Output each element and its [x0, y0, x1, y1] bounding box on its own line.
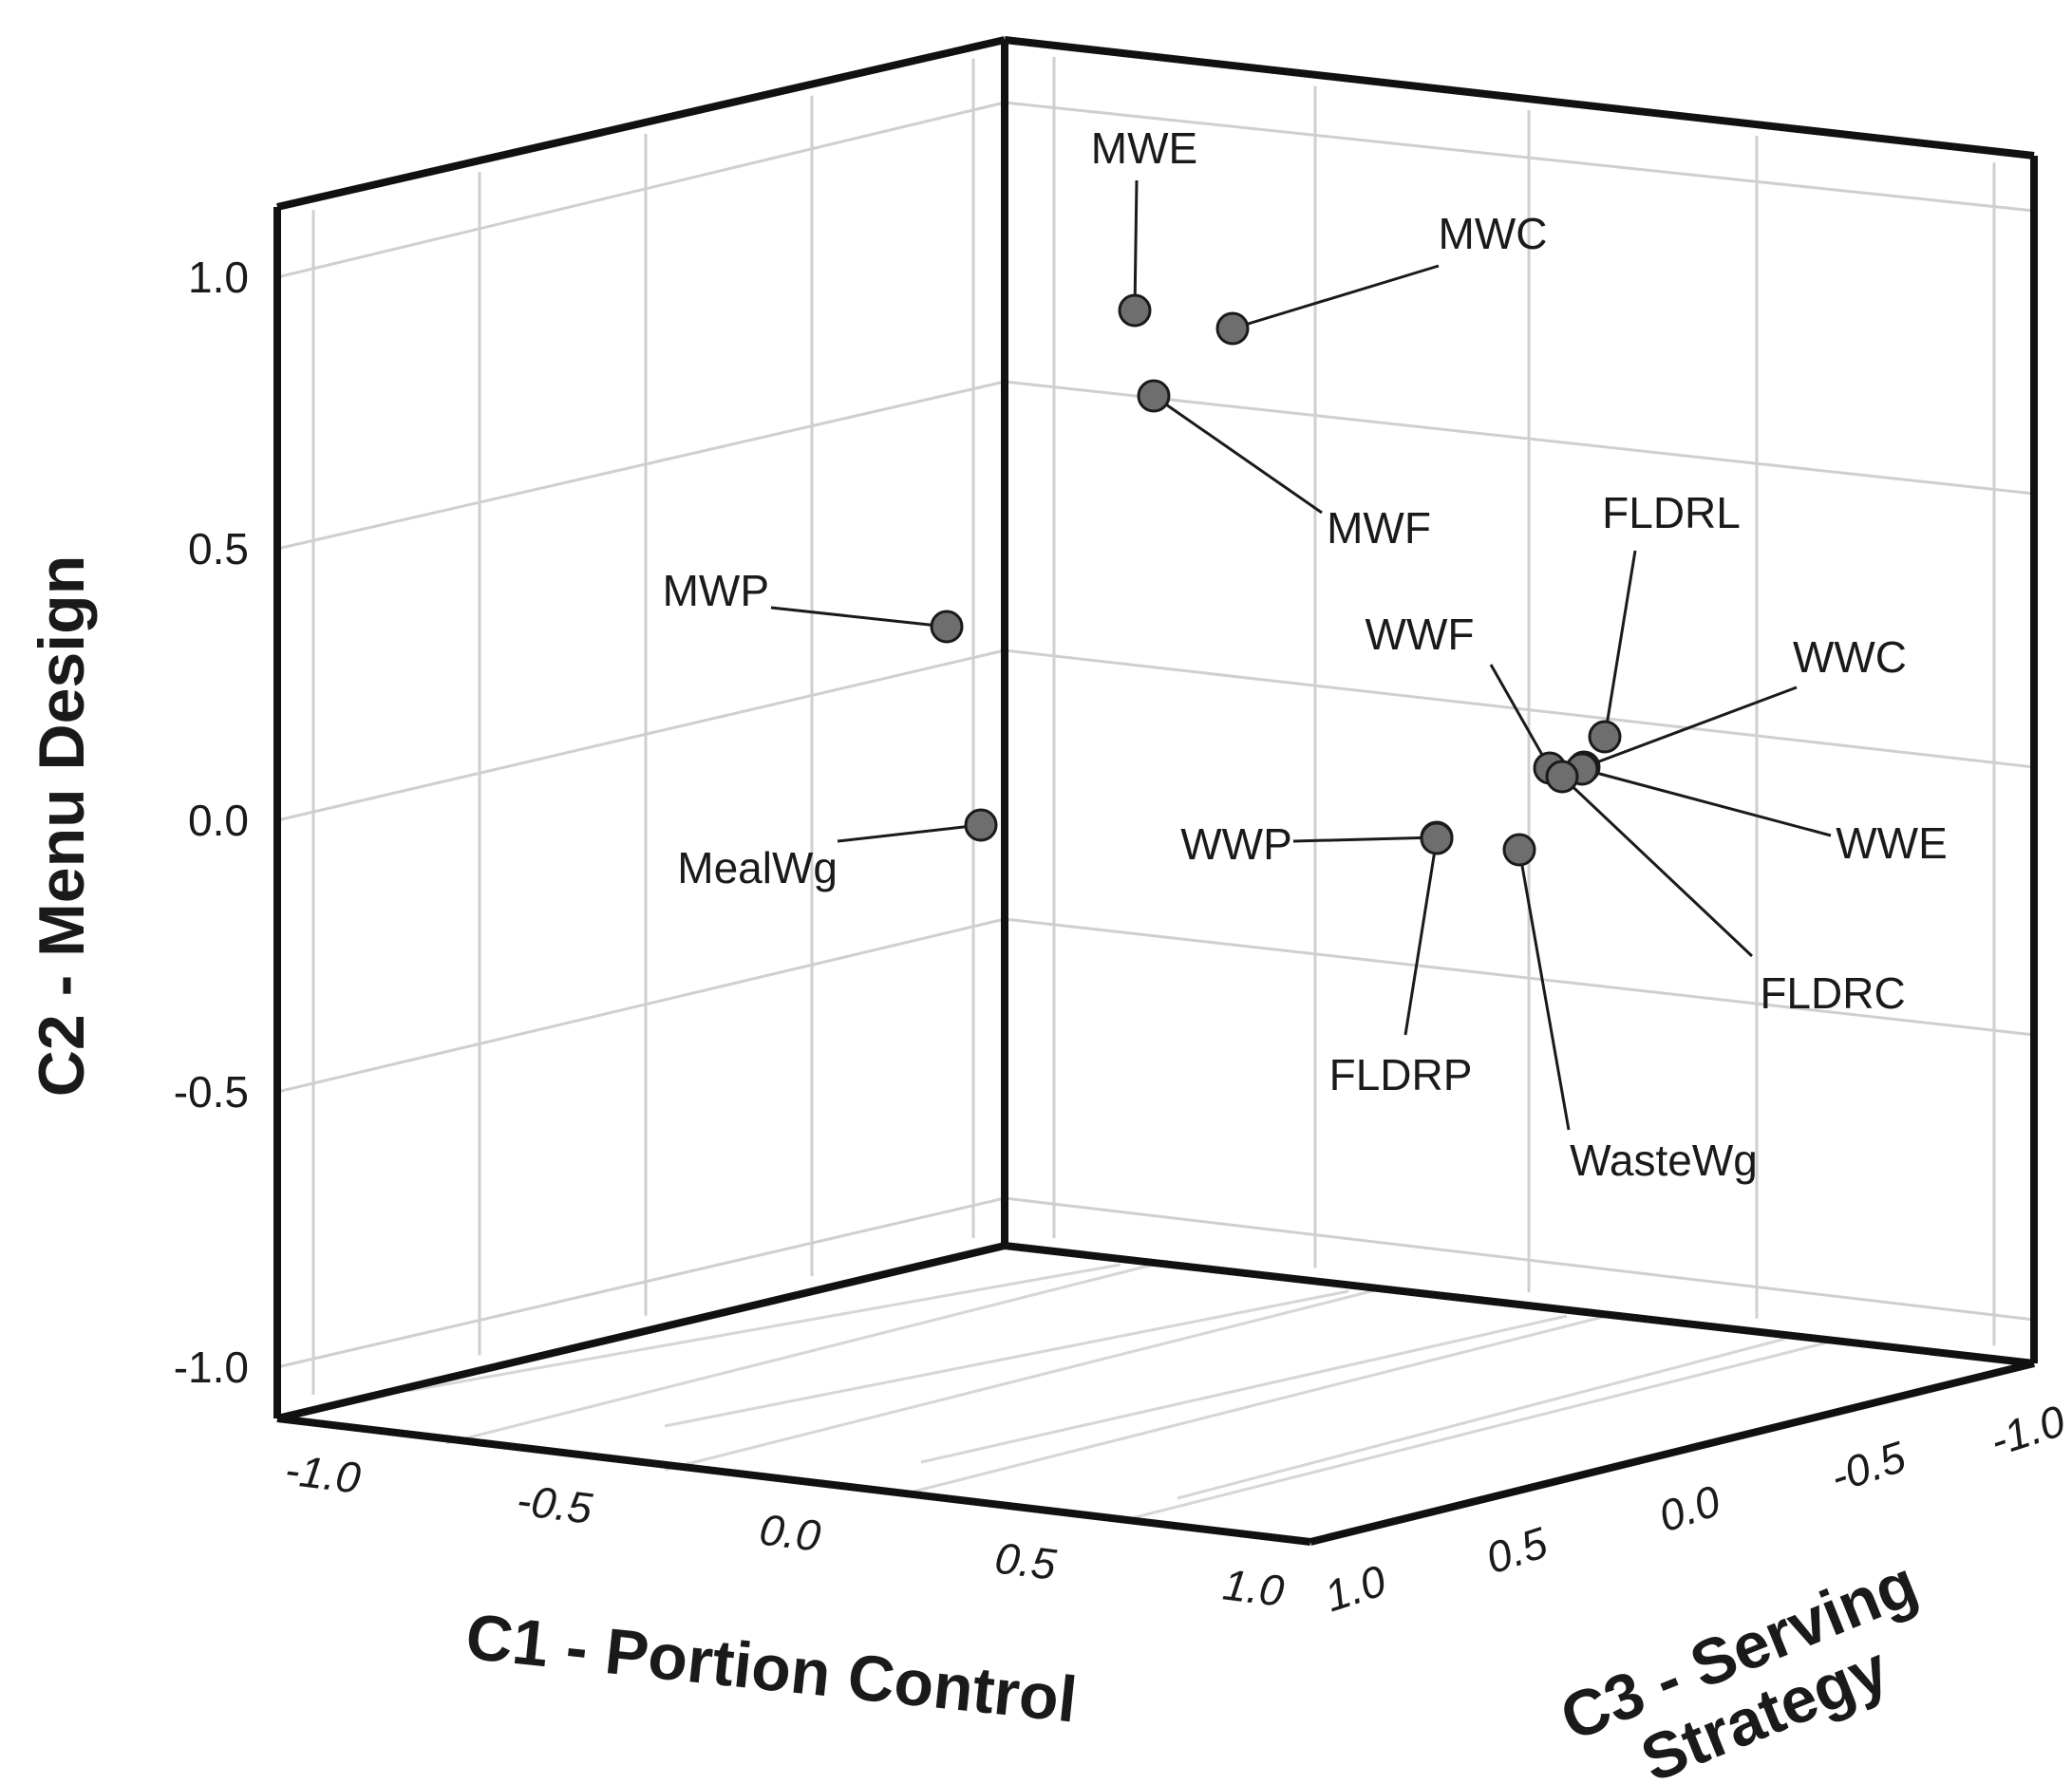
- data-point: [964, 808, 998, 842]
- leader-lines: [770, 179, 1832, 1131]
- point-label: MWE: [1091, 123, 1197, 173]
- leader-line: [1560, 775, 1754, 958]
- leader-line: [1403, 837, 1439, 1036]
- point-label: WWE: [1836, 818, 1948, 868]
- data-points: [930, 293, 1622, 867]
- leader-line: [1232, 264, 1440, 330]
- y-tick-label: 1.0: [188, 253, 249, 302]
- y-axis-title: C2 - Menu Design: [26, 555, 98, 1098]
- frame-edge: [1309, 1360, 2035, 1546]
- z-tick-label: -1.0: [1984, 1396, 2071, 1466]
- point-label: MWP: [663, 566, 769, 615]
- grid-line: [901, 1312, 1615, 1496]
- z-tick-label: 0.0: [1653, 1475, 1726, 1541]
- leader-line: [1489, 664, 1552, 769]
- z-tick-label: -0.5: [1824, 1432, 1912, 1502]
- leader-line: [1583, 685, 1798, 769]
- x-tick-label: 0.5: [992, 1532, 1059, 1588]
- grid-line: [276, 917, 1006, 1094]
- data-point: [930, 610, 964, 644]
- data-point: [1137, 379, 1171, 413]
- x-tick-label: 1.0: [1220, 1559, 1287, 1615]
- point-label: WWF: [1366, 610, 1475, 659]
- grid-line: [1004, 1196, 2035, 1322]
- tick-labels: 1.0 0.5 0.0 -0.5 -1.0 -1.0 -0.5 0.0 0.5 1.0 1.0 0.5…: [174, 253, 2071, 1621]
- point-label: FLDRC: [1760, 968, 1905, 1018]
- data-point: [1502, 833, 1536, 867]
- x-tick-label: 0.0: [757, 1504, 823, 1560]
- frame-edge: [276, 36, 1006, 211]
- leader-line: [1603, 550, 1637, 738]
- data-point: [1420, 821, 1454, 855]
- x-tick-label: -1.0: [282, 1444, 363, 1502]
- y-tick-label: -1.0: [174, 1343, 249, 1392]
- grid-line: [1177, 1337, 1786, 1500]
- grid-line: [920, 1314, 1568, 1464]
- z-axis-title: C3 - Serving Strategy: [1551, 1547, 1927, 1784]
- grid-line: [1004, 380, 2035, 496]
- data-point: [1588, 720, 1622, 754]
- grid-line: [276, 648, 1006, 822]
- y-tick-label: 0.5: [188, 524, 249, 573]
- frame-edge: [276, 1242, 1006, 1422]
- leader-line: [1133, 179, 1139, 311]
- grid-line: [276, 380, 1006, 551]
- leader-line: [1153, 394, 1323, 515]
- y-tick-label: 0.0: [188, 796, 249, 845]
- grid-lines: [276, 56, 2035, 1523]
- leader-line: [1581, 767, 1832, 837]
- point-label: MWF: [1327, 503, 1431, 553]
- leader-line: [1292, 836, 1438, 843]
- point-label: WWC: [1793, 632, 1907, 682]
- grid-line: [1004, 648, 2035, 769]
- grid-line: [407, 1263, 1121, 1393]
- grid-line: [1004, 917, 2035, 1037]
- z-tick-label: 0.5: [1480, 1517, 1554, 1583]
- leader-line: [1517, 849, 1571, 1131]
- frame-edge: [276, 1415, 1311, 1546]
- axis-frame: [273, 36, 2038, 1546]
- x-axis-title: C1 - Portion Control: [462, 1601, 1080, 1737]
- grid-line: [1004, 101, 2035, 213]
- frame-edge: [1004, 36, 2035, 160]
- point-label: MealWg: [677, 843, 838, 892]
- grid-line: [445, 1259, 1169, 1445]
- x-tick-label: -0.5: [514, 1474, 594, 1532]
- grid-line: [1120, 1337, 1843, 1523]
- point-label: FLDRL: [1602, 488, 1741, 537]
- data-point: [1215, 311, 1250, 346]
- z-tick-label: 1.0: [1319, 1555, 1392, 1621]
- leader-line: [770, 606, 948, 629]
- point-label: WasteWg: [1570, 1136, 1758, 1185]
- y-tick-label: -0.5: [174, 1067, 249, 1117]
- point-label: MWC: [1439, 209, 1548, 258]
- data-point: [1545, 760, 1579, 794]
- point-label: FLDRP: [1329, 1050, 1473, 1099]
- data-point: [1118, 293, 1152, 328]
- leader-line: [837, 823, 982, 843]
- point-labels: MWE MWC MWF MWP MealWg FLDRL WWF WWC WWE FLDRC WWP…: [663, 123, 1948, 1185]
- point-label: WWP: [1180, 819, 1292, 869]
- grid-line: [664, 1286, 1387, 1472]
- grid-line: [664, 1289, 1349, 1428]
- frame-edge: [1004, 1242, 2035, 1367]
- grid-line: [276, 1196, 1006, 1369]
- grid-line: [276, 101, 1006, 279]
